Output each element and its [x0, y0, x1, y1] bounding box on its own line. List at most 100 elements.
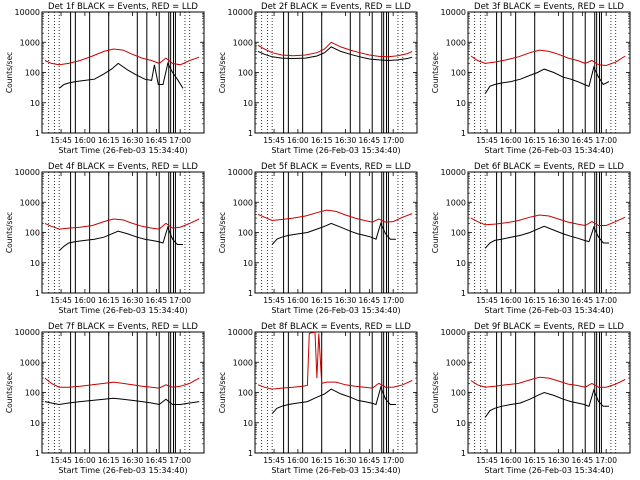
y-tick-label: 100: [25, 389, 40, 398]
lld-series-line: [44, 48, 200, 66]
panel: Det 8f BLACK = Events, RED = LLD 1 10 100 10…: [218, 322, 418, 475]
x-tick-label: 17:00: [169, 296, 191, 305]
y-tick-label: 10000: [15, 168, 40, 177]
x-tick-label: 16:30: [548, 296, 570, 305]
x-tick-label: 16:15: [311, 456, 333, 465]
x-tick-label: 16:45: [359, 136, 381, 145]
panel-title: Det 8f BLACK = Events, RED = LLD: [261, 322, 411, 332]
x-tick-label: 16:30: [548, 456, 570, 465]
events-series-line: [58, 61, 184, 89]
x-tick-label: 15:45: [476, 456, 498, 465]
y-tick-label: 100: [451, 229, 466, 238]
x-tick-label: 16:15: [524, 296, 546, 305]
y-tick-label: 100: [238, 389, 253, 398]
events-series-line: [484, 388, 609, 418]
y-tick-label: 10000: [441, 328, 466, 337]
x-tick-label: 16:45: [572, 136, 594, 145]
x-tick-label: 16:00: [287, 136, 309, 145]
x-tick-label: 16:00: [287, 296, 309, 305]
y-tick-label: 1000: [446, 198, 466, 207]
x-tick-label: 15:45: [50, 296, 72, 305]
y-tick-label: 10: [30, 419, 40, 428]
x-tick-label: 15:45: [476, 136, 498, 145]
x-tick-label: 16:30: [122, 296, 144, 305]
lld-series-line: [257, 331, 413, 390]
x-tick-label: 17:00: [595, 296, 617, 305]
x-tick-label: 15:45: [263, 456, 285, 465]
y-tick-label: 100: [238, 69, 253, 78]
panel-title: Det 9f BLACK = Events, RED = LLD: [474, 322, 624, 332]
y-axis-label: Counts/sec: [5, 212, 14, 253]
y-axis-label: Counts/sec: [218, 372, 227, 413]
y-tick-label: 10000: [15, 8, 40, 17]
x-tick-label: 16:00: [74, 136, 96, 145]
x-tick-label: 16:15: [98, 296, 120, 305]
x-tick-label: 16:30: [122, 456, 144, 465]
x-tick-label: 16:30: [122, 136, 144, 145]
y-tick-label: 1: [248, 289, 253, 298]
y-tick-label: 1000: [20, 198, 40, 207]
plot-frame: [254, 171, 418, 294]
x-tick-label: 16:30: [335, 136, 357, 145]
x-axis-label: Start Time (26-Feb-03 15:34:40): [271, 146, 400, 155]
events-series-line: [58, 225, 183, 252]
plot-frame: [467, 171, 631, 294]
x-tick-label: 16:15: [311, 136, 333, 145]
lld-series-line: [257, 209, 413, 223]
x-tick-label: 16:15: [98, 456, 120, 465]
x-tick-label: 16:00: [500, 136, 522, 145]
x-tick-label: 16:00: [287, 456, 309, 465]
x-tick-label: 16:15: [524, 456, 546, 465]
x-tick-label: 16:45: [572, 296, 594, 305]
x-tick-label: 17:00: [595, 136, 617, 145]
x-tick-label: 16:45: [359, 296, 381, 305]
panel: Det 5f BLACK = Events, RED = LLD 1 10 100 10…: [218, 162, 418, 315]
y-axis-label: Counts/sec: [431, 372, 440, 413]
y-tick-label: 10000: [441, 8, 466, 17]
panel: Det 7f BLACK = Events, RED = LLD 1 10 100 10…: [5, 322, 205, 475]
plot-frame: [467, 11, 631, 134]
y-tick-label: 10: [243, 99, 253, 108]
y-tick-label: 1: [248, 449, 253, 458]
panel-title: Det 5f BLACK = Events, RED = LLD: [261, 162, 411, 172]
y-axis-label: Counts/sec: [5, 372, 14, 413]
y-tick-label: 10: [456, 99, 466, 108]
x-tick-label: 15:45: [476, 296, 498, 305]
x-axis-label: Start Time (26-Feb-03 15:34:40): [484, 146, 613, 155]
x-axis-label: Start Time (26-Feb-03 15:34:40): [58, 466, 187, 475]
lld-series-line: [257, 41, 413, 58]
x-axis-label: Start Time (26-Feb-03 15:34:40): [484, 306, 613, 315]
y-axis-label: Counts/sec: [431, 52, 440, 93]
y-tick-label: 100: [25, 69, 40, 78]
y-axis-label: Counts/sec: [5, 52, 14, 93]
panel-title: Det 4f BLACK = Events, RED = LLD: [48, 162, 198, 172]
panel-title: Det 2f BLACK = Events, RED = LLD: [261, 2, 411, 12]
y-tick-label: 10: [30, 259, 40, 268]
x-tick-label: 16:45: [146, 456, 168, 465]
x-tick-label: 16:30: [548, 136, 570, 145]
y-axis-label: Counts/sec: [218, 212, 227, 253]
y-tick-label: 1000: [446, 38, 466, 47]
plot-frame: [41, 331, 205, 454]
events-series-line: [484, 65, 610, 94]
x-tick-label: 16:30: [335, 456, 357, 465]
x-tick-label: 16:00: [500, 456, 522, 465]
x-tick-label: 17:00: [382, 456, 404, 465]
y-tick-label: 10: [243, 419, 253, 428]
x-axis-label: Start Time (26-Feb-03 15:34:40): [271, 466, 400, 475]
y-tick-label: 100: [451, 389, 466, 398]
panel-title: Det 3f BLACK = Events, RED = LLD: [474, 2, 624, 12]
x-tick-label: 15:45: [50, 456, 72, 465]
events-series-line: [257, 46, 413, 62]
y-tick-label: 1000: [446, 358, 466, 367]
y-tick-label: 1: [248, 129, 253, 138]
x-tick-label: 15:45: [50, 136, 72, 145]
x-tick-label: 17:00: [382, 296, 404, 305]
y-tick-label: 1000: [233, 198, 253, 207]
y-tick-label: 10000: [228, 168, 253, 177]
plot-frame: [41, 11, 205, 134]
x-axis-label: Start Time (26-Feb-03 15:34:40): [484, 466, 613, 475]
panel: Det 1f BLACK = Events, RED = LLD 1 10 100 10…: [5, 2, 205, 155]
x-tick-label: 16:45: [572, 456, 594, 465]
